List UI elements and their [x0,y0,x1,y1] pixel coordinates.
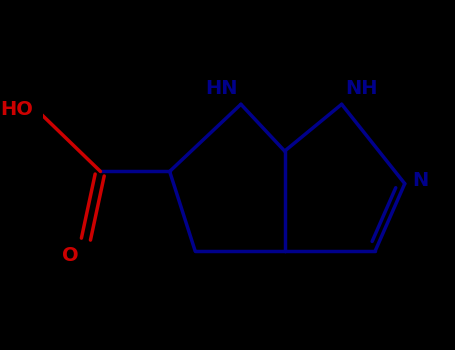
Text: HO: HO [0,100,33,119]
Text: NH: NH [345,79,378,98]
Text: O: O [62,246,79,265]
Text: HN: HN [205,79,238,98]
Text: N: N [413,171,429,190]
